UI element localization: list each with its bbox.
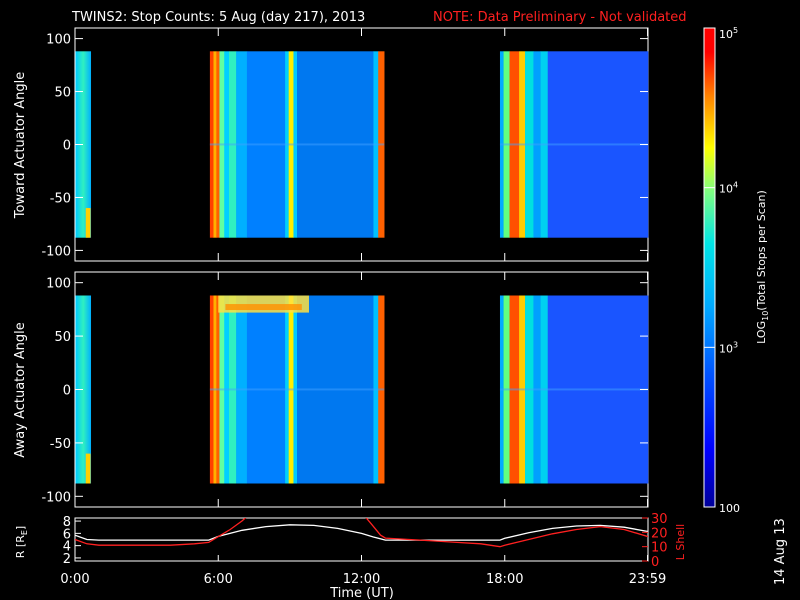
heatmap-block-early xyxy=(75,51,92,238)
heatmap-feature xyxy=(85,208,91,238)
away-heatmap-panel: 100 50 0 -50 -100 Away Actuator Angle xyxy=(13,271,649,508)
y-tick-label: -100 xyxy=(41,244,71,259)
y-tick-label: 100 xyxy=(46,33,71,48)
right-tick-label: 10 xyxy=(651,541,668,556)
y-tick-label: 100 xyxy=(46,277,71,292)
orbit-lines xyxy=(75,518,648,548)
heatmap-hot-band xyxy=(225,304,302,311)
date-stamp: 14 Aug 13 xyxy=(773,518,788,585)
left-tick-label: 4 xyxy=(63,540,71,555)
toward-heatmap-panel: 100 50 0 -50 -100 Toward Actuator Angle xyxy=(13,27,649,262)
left-tick-label: 6 xyxy=(63,527,71,542)
toward-heatmap-data xyxy=(75,51,649,238)
orbit-left-axis-label: R [RE] xyxy=(14,526,29,558)
radius-line xyxy=(75,524,648,541)
y-tick-label: 0 xyxy=(63,384,71,399)
l-shell-line xyxy=(75,518,648,548)
colorbar-tick-label: 103 xyxy=(719,340,738,355)
away-y-axis-label: Away Actuator Angle xyxy=(13,322,28,457)
toward-y-axis-label: Toward Actuator Angle xyxy=(13,72,28,219)
heatmap-zero-band xyxy=(209,143,385,146)
time-tick-label: 18:00 xyxy=(486,572,523,587)
time-tick-label: 0:00 xyxy=(60,572,89,587)
colorbar-tick-label: 105 xyxy=(719,26,738,41)
time-tick-label: 12:00 xyxy=(343,572,380,587)
right-tick-label: 30 xyxy=(651,512,668,527)
colorbar-tick-label: 100 xyxy=(719,502,740,515)
toward-axes: 100 50 0 -50 -100 xyxy=(41,28,649,261)
y-tick-label: -50 xyxy=(50,191,71,206)
time-axis-label: Time (UT) xyxy=(329,586,394,600)
colorbar-ticks: 105 104 103 100 xyxy=(704,26,740,515)
y-tick-label: 50 xyxy=(54,86,71,101)
orbit-right-axis-label: L Shell xyxy=(674,524,687,560)
right-tick-label: 0 xyxy=(651,555,659,570)
away-axes: 100 50 0 -50 -100 xyxy=(41,272,649,507)
y-tick-label: 0 xyxy=(63,139,71,154)
colorbar-label: LOG10(Total Stops per Scan) xyxy=(755,190,770,344)
heatmap-block-early xyxy=(75,295,92,484)
colorbar: 105 104 103 100 LOG10(Total Stops per Scan) xyxy=(703,26,770,515)
heatmap-zero-band xyxy=(499,143,648,146)
heatmap-feature xyxy=(85,453,91,484)
heatmap-zero-band xyxy=(499,388,648,391)
colorbar-tick-label: 104 xyxy=(719,181,738,196)
left-tick-label: 2 xyxy=(63,552,71,567)
left-tick-label: 8 xyxy=(63,515,71,530)
preliminary-note: NOTE: Data Preliminary - Not validated xyxy=(433,10,687,25)
y-tick-label: 50 xyxy=(54,330,71,345)
y-tick-label: -100 xyxy=(41,490,71,505)
time-tick-label: 23:59 xyxy=(629,572,666,587)
time-tick-label: 6:00 xyxy=(204,572,233,587)
right-tick-label: 20 xyxy=(651,526,668,541)
away-heatmap-data xyxy=(75,295,649,484)
heatmap-zero-band xyxy=(209,388,385,391)
colorbar-gradient xyxy=(703,27,716,508)
y-tick-label: -50 xyxy=(50,437,71,452)
chart-title: TWINS2: Stop Counts: 5 Aug (day 217), 20… xyxy=(71,10,365,25)
